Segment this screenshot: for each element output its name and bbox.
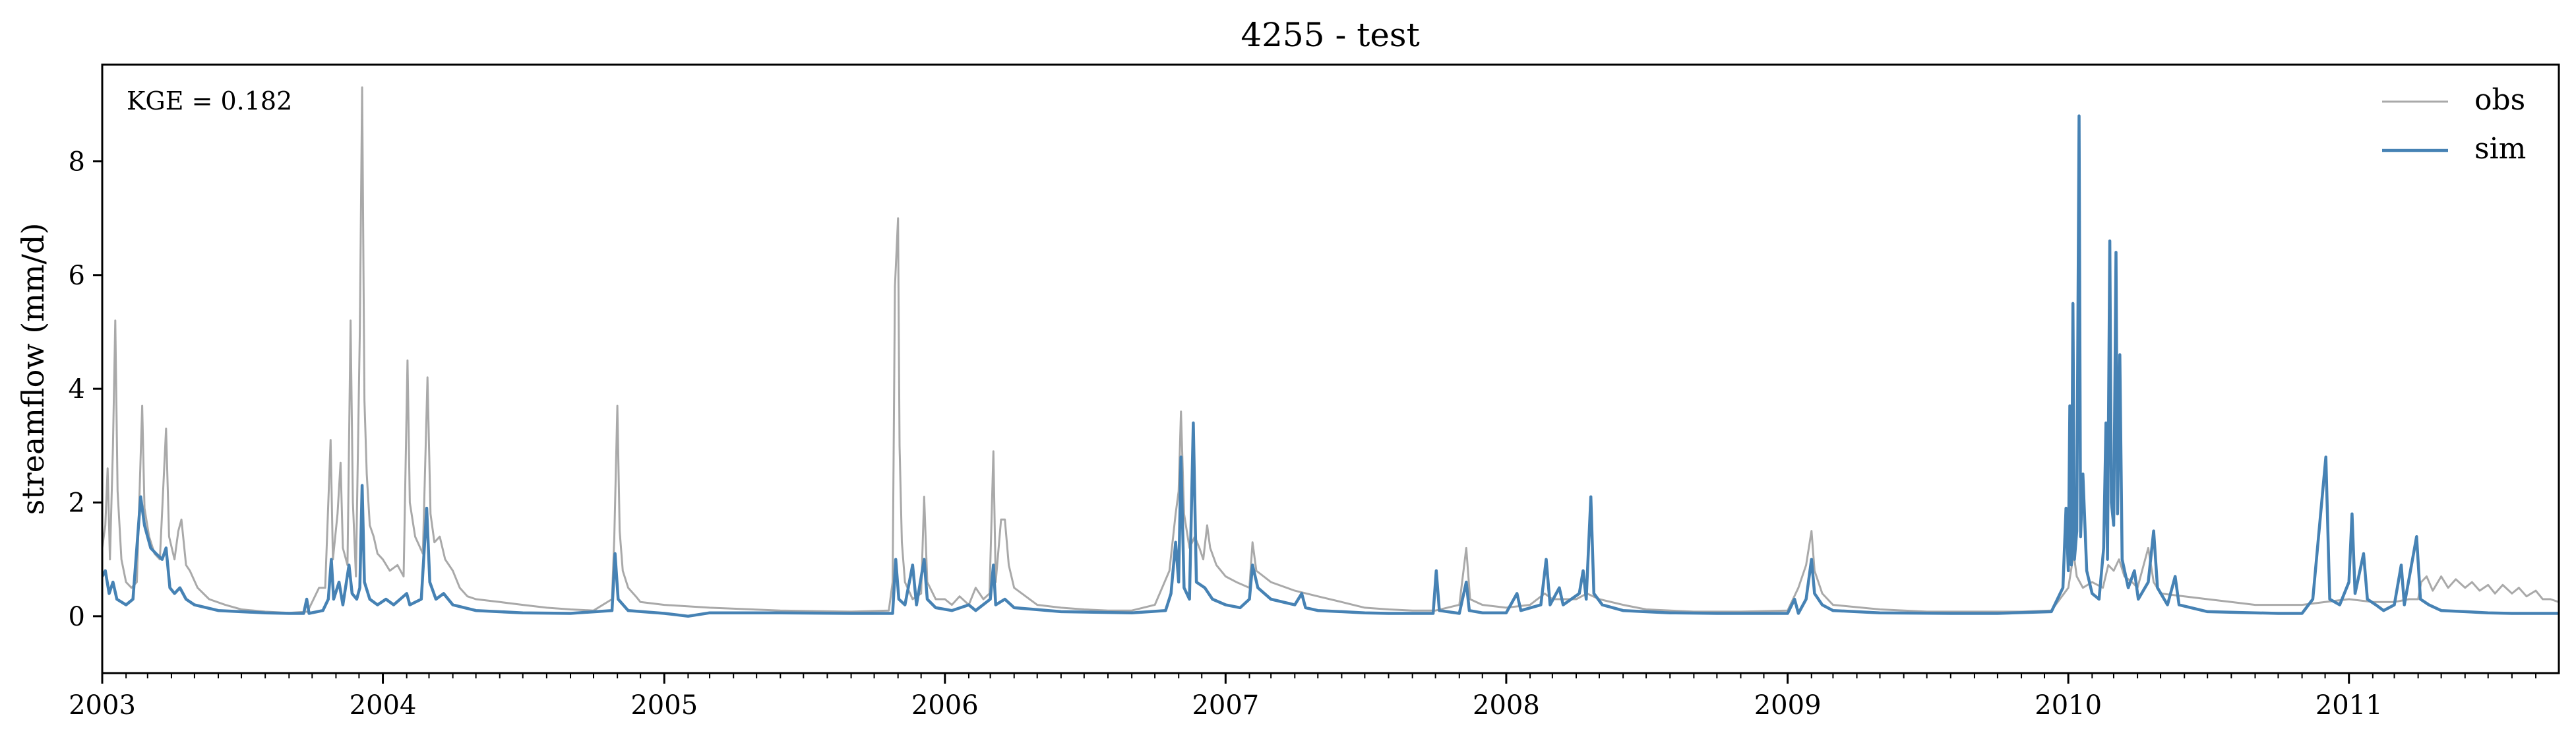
x-tick-label: 2006 (911, 690, 979, 721)
y-axis-label: streamflow (mm/d) (15, 223, 51, 515)
axis-layer: 0 2 4 6 8 2003 2004 2005 2006 2007 2008 2009 2010 201… (69, 146, 2537, 721)
series-line-sim (102, 114, 2559, 618)
x-tick-label: 2009 (1754, 690, 1822, 721)
legend: obs sim (2382, 83, 2526, 166)
legend-label-obs: obs (2474, 83, 2525, 117)
kge-annotation: KGE = 0.182 (127, 86, 292, 115)
y-tick-label: 6 (69, 261, 85, 291)
x-tick-label: 2003 (69, 690, 136, 721)
chart-title: 4255 - test (1241, 16, 1419, 54)
x-tick-label: 2005 (630, 690, 698, 721)
y-tick-label: 4 (69, 374, 85, 405)
x-tick-label: 2008 (1473, 690, 1540, 721)
legend-label-sim: sim (2474, 132, 2526, 166)
y-tick-label: 2 (69, 488, 85, 518)
series-layer (102, 86, 2559, 618)
plot-frame (101, 63, 2560, 674)
y-tick-label: 8 (69, 146, 85, 177)
x-tick-label: 2011 (2315, 690, 2383, 721)
x-tick-label: 2007 (1192, 690, 1259, 721)
x-tick-label: 2004 (350, 690, 417, 721)
x-tick-label: 2010 (2035, 690, 2102, 721)
y-tick-label: 0 (69, 602, 85, 632)
series-line-obs (102, 86, 2559, 614)
